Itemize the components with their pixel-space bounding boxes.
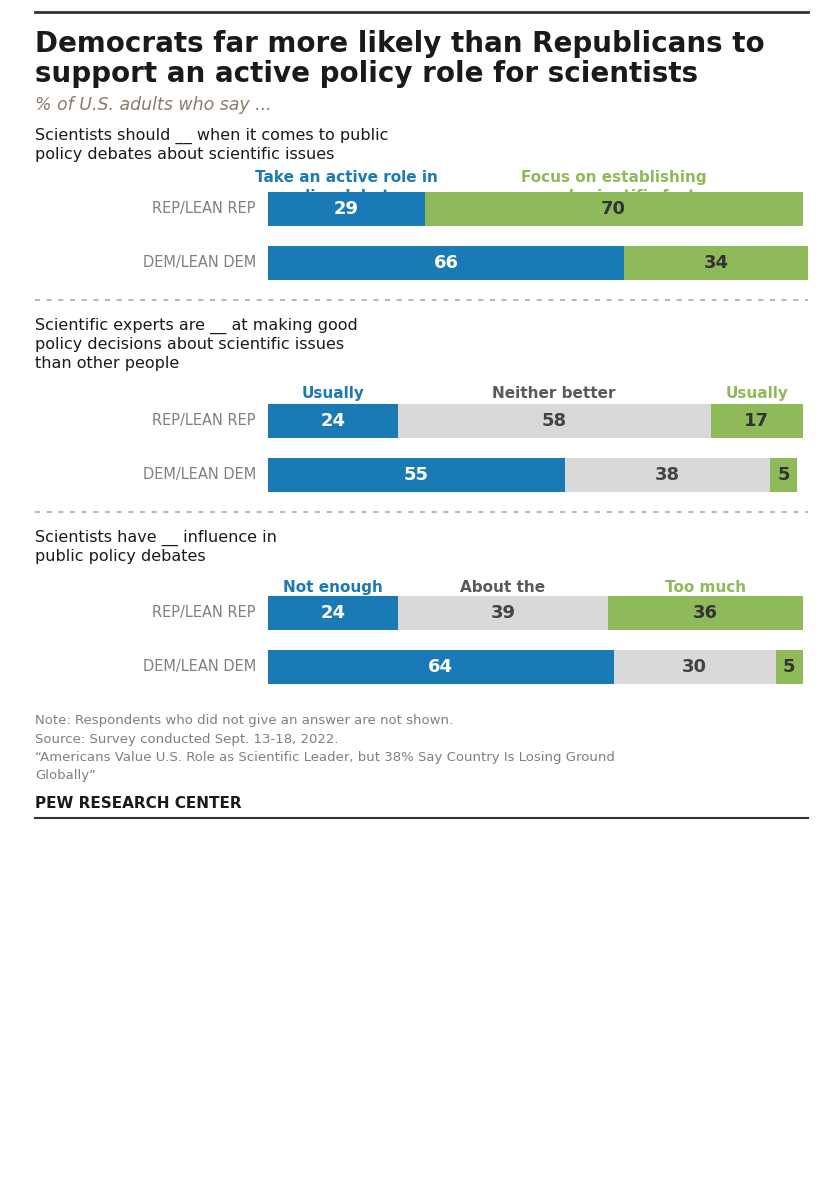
Text: REP/LEAN REP: REP/LEAN REP xyxy=(153,605,256,621)
Bar xyxy=(268,650,613,684)
Text: policy debates about scientific issues: policy debates about scientific issues xyxy=(35,148,334,162)
Text: 70: 70 xyxy=(601,199,626,218)
Text: 5: 5 xyxy=(778,466,790,484)
Text: % of U.S. adults who say ...: % of U.S. adults who say ... xyxy=(35,96,271,114)
Text: 5: 5 xyxy=(783,658,795,676)
Text: 36: 36 xyxy=(693,604,718,622)
Text: 30: 30 xyxy=(682,658,707,676)
Text: support an active policy role for scientists: support an active policy role for scient… xyxy=(35,60,698,88)
Bar xyxy=(268,192,424,227)
Text: Scientific experts are __ at making good: Scientific experts are __ at making good xyxy=(35,317,358,334)
Bar xyxy=(613,650,775,684)
Text: 64: 64 xyxy=(428,658,454,676)
Text: DEM/LEAN DEM: DEM/LEAN DEM xyxy=(143,467,256,483)
Bar xyxy=(424,192,802,227)
Text: Scientists should __ when it comes to public: Scientists should __ when it comes to pu… xyxy=(35,127,388,144)
Text: DEM/LEAN DEM: DEM/LEAN DEM xyxy=(143,256,256,270)
Text: Usually
worse: Usually worse xyxy=(725,386,788,420)
Bar xyxy=(711,404,802,438)
Bar xyxy=(268,596,397,630)
Bar xyxy=(565,458,770,492)
Bar xyxy=(397,596,608,630)
Text: Too much: Too much xyxy=(664,581,746,595)
Text: Usually
better: Usually better xyxy=(302,386,365,420)
Text: 38: 38 xyxy=(655,466,680,484)
Text: 39: 39 xyxy=(491,604,516,622)
Text: than other people: than other people xyxy=(35,356,179,371)
Text: Not enough: Not enough xyxy=(283,581,383,595)
Text: 29: 29 xyxy=(333,199,359,218)
Text: DEM/LEAN DEM: DEM/LEAN DEM xyxy=(143,660,256,675)
Text: About the
right amount: About the right amount xyxy=(447,581,559,615)
Text: policy decisions about scientific issues: policy decisions about scientific issues xyxy=(35,337,344,352)
Text: 58: 58 xyxy=(542,412,567,430)
Text: 55: 55 xyxy=(404,466,429,484)
Text: Note: Respondents who did not give an answer are not shown.
Source: Survey condu: Note: Respondents who did not give an an… xyxy=(35,714,615,782)
Text: REP/LEAN REP: REP/LEAN REP xyxy=(153,202,256,216)
Text: Democrats far more likely than Republicans to: Democrats far more likely than Republica… xyxy=(35,30,764,58)
Bar xyxy=(608,596,802,630)
Text: public policy debates: public policy debates xyxy=(35,549,206,564)
Text: Neither better
nor worse: Neither better nor worse xyxy=(492,386,616,420)
Text: REP/LEAN REP: REP/LEAN REP xyxy=(153,413,256,428)
Bar xyxy=(397,404,711,438)
Bar xyxy=(624,245,808,280)
Text: 17: 17 xyxy=(744,412,769,430)
Bar xyxy=(775,650,802,684)
Bar xyxy=(268,458,565,492)
Text: 24: 24 xyxy=(320,412,345,430)
Bar xyxy=(268,404,397,438)
Text: Take an active role in
policy debates: Take an active role in policy debates xyxy=(255,170,438,204)
Text: 24: 24 xyxy=(320,604,345,622)
Text: PEW RESEARCH CENTER: PEW RESEARCH CENTER xyxy=(35,796,242,811)
Text: 34: 34 xyxy=(704,254,729,273)
Text: Focus on establishing
sound scientific facts: Focus on establishing sound scientific f… xyxy=(521,170,706,204)
Bar xyxy=(770,458,797,492)
Bar xyxy=(268,245,624,280)
Text: 66: 66 xyxy=(433,254,459,273)
Text: Scientists have __ influence in: Scientists have __ influence in xyxy=(35,530,277,546)
